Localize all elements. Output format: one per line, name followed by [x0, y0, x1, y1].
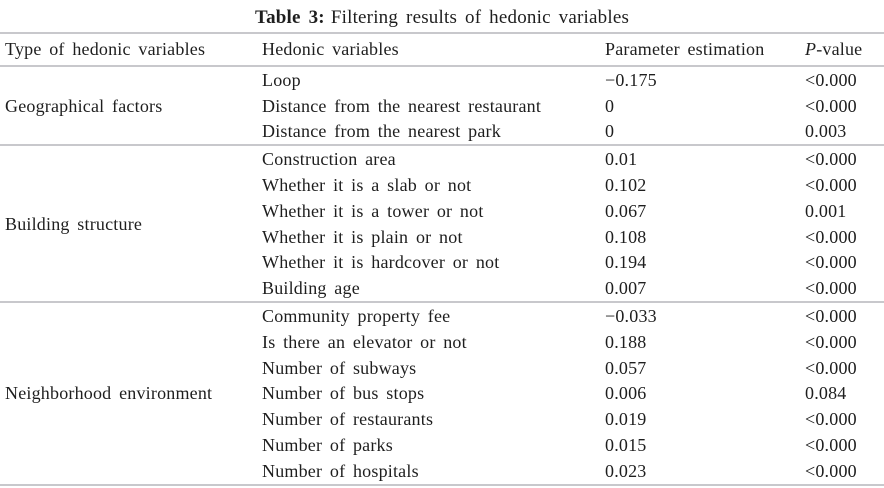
cell-variable: Distance from the nearest park	[262, 121, 501, 142]
cell-estimate: 0.188	[605, 331, 647, 352]
cell-variable: Whether it is a tower or not	[262, 200, 484, 221]
table-caption-text: Filtering results of hedonic variables	[330, 7, 630, 28]
table-caption: Table 3: Filtering results of hedonic var…	[0, 0, 884, 28]
cell-pvalue: <0.000	[805, 226, 857, 247]
header-row: Type of hedonic variables Hedonic variab…	[0, 33, 884, 66]
cell-estimate: 0.067	[605, 200, 647, 221]
cell-pvalue: <0.000	[805, 278, 857, 299]
cell-variable: Distance from the nearest restaurant	[262, 95, 542, 116]
cell-estimate: 0.102	[605, 175, 647, 196]
cell-estimate: 0.194	[605, 252, 647, 273]
cell-variable: Number of parks	[262, 435, 393, 456]
cell-variable: Number of subways	[262, 357, 417, 378]
cell-estimate: −0.175	[605, 69, 657, 90]
cell-pvalue: <0.000	[805, 252, 857, 273]
cell-pvalue: <0.000	[805, 331, 857, 352]
group-building-structure: Building structure Construction area 0.0…	[0, 145, 884, 303]
table-row: Number of parks 0.015 <0.000	[0, 432, 884, 458]
table-row: Distance from the nearest restaurant 0 <…	[0, 93, 884, 119]
cell-variable: Is there an elevator or not	[262, 331, 467, 352]
cell-estimate: 0.01	[605, 149, 638, 170]
cell-variable: Number of restaurants	[262, 409, 434, 430]
table-row: Distance from the nearest park 0 0.003	[0, 119, 884, 146]
pvalue-header-italic-p: P	[805, 39, 817, 59]
cell-variable: Building age	[262, 278, 360, 299]
cell-pvalue: <0.000	[805, 95, 857, 116]
table-row: Number of subways 0.057 <0.000	[0, 355, 884, 381]
group-label-neighborhood: Neighborhood environment	[5, 383, 213, 404]
cell-pvalue: <0.000	[805, 175, 857, 196]
col-header-variable: Hedonic variables	[262, 39, 399, 59]
cell-pvalue: <0.000	[805, 460, 857, 481]
table-row: Whether it is hardcover or not 0.194 <0.…	[0, 250, 884, 276]
group-label-building: Building structure	[5, 213, 143, 234]
cell-variable: Community property fee	[262, 306, 451, 327]
table-row: Whether it is a slab or not 0.102 <0.000	[0, 172, 884, 198]
table-row: Neighborhood environment Community prope…	[0, 302, 884, 402]
cell-variable: Whether it is a slab or not	[262, 175, 472, 196]
cell-estimate: 0.015	[605, 435, 647, 456]
cell-variable: Whether it is plain or not	[262, 226, 463, 247]
table-row: Building age 0.007 <0.000	[0, 275, 884, 302]
cell-estimate: 0	[605, 121, 615, 142]
col-header-type: Type of hedonic variables	[5, 39, 206, 59]
cell-pvalue: <0.000	[805, 435, 857, 456]
cell-pvalue: 0.003	[805, 121, 847, 142]
col-header-estimate: Parameter estimation	[605, 39, 765, 59]
cell-variable: Loop	[262, 69, 301, 90]
col-header-pvalue: P-value	[805, 33, 884, 66]
group-neighborhood-environment: Neighborhood environment Community prope…	[0, 302, 884, 485]
cell-pvalue: <0.000	[805, 149, 857, 170]
cell-pvalue: <0.000	[805, 69, 857, 90]
table-row: Number of hospitals 0.023 <0.000	[0, 458, 884, 485]
table-header: Type of hedonic variables Hedonic variab…	[0, 33, 884, 66]
group-geographical-factors: Geographical factors Loop −0.175 <0.000 …	[0, 66, 884, 146]
cell-variable: Whether it is hardcover or not	[262, 252, 500, 273]
table-row: Whether it is a tower or not 0.067 0.001	[0, 198, 884, 224]
cell-estimate: 0.023	[605, 460, 647, 481]
cell-estimate: 0.057	[605, 357, 647, 378]
cell-pvalue: <0.000	[805, 306, 857, 327]
cell-pvalue: 0.084	[805, 383, 847, 404]
cell-estimate: 0.019	[605, 409, 647, 430]
cell-variable: Number of hospitals	[262, 460, 419, 481]
group-label-geographical: Geographical factors	[5, 95, 163, 116]
table-row: Building structure Construction area 0.0…	[0, 145, 884, 232]
cell-estimate: 0.108	[605, 226, 647, 247]
pvalue-header-suffix: -value	[816, 39, 863, 59]
cell-variable: Number of bus stops	[262, 383, 425, 404]
cell-estimate: 0.007	[605, 278, 647, 299]
table-row: Geographical factors Loop −0.175 <0.000	[0, 66, 884, 115]
cell-estimate: −0.033	[605, 306, 657, 327]
cell-variable: Construction area	[262, 149, 396, 170]
table-row: Is there an elevator or not 0.188 <0.000	[0, 329, 884, 355]
table-row: Number of restaurants 0.019 <0.000	[0, 406, 884, 432]
cell-pvalue: <0.000	[805, 409, 857, 430]
cell-pvalue: <0.000	[805, 357, 857, 378]
cell-estimate: 0.006	[605, 383, 647, 404]
table-caption-number: Table 3:	[254, 7, 325, 28]
table-row: Number of bus stops 0.006 0.084	[0, 381, 884, 407]
cell-estimate: 0	[605, 95, 615, 116]
hedonic-variables-table: Type of hedonic variables Hedonic variab…	[0, 32, 884, 486]
table-row: Whether it is plain or not 0.108 <0.000	[0, 224, 884, 250]
cell-pvalue: 0.001	[805, 200, 847, 221]
